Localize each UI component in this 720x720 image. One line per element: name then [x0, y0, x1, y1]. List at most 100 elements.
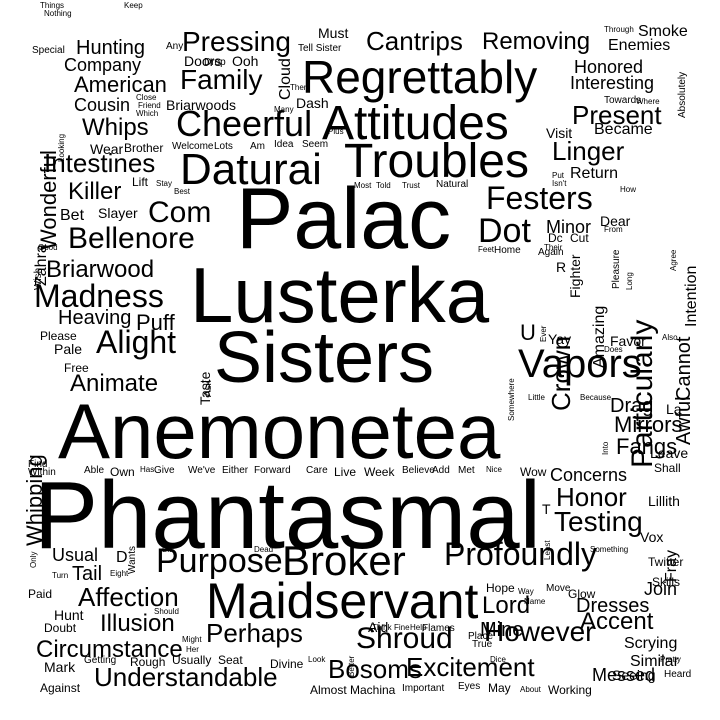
cloud-word: Accent	[580, 608, 654, 635]
cloud-word: Madness	[34, 278, 164, 314]
cloud-word: Cut	[570, 231, 589, 245]
cloud-word: Many	[274, 105, 294, 114]
cloud-word: Alight	[96, 324, 177, 360]
cloud-word: Mark	[44, 659, 76, 675]
cloud-word: Long	[625, 272, 634, 290]
cloud-word: Better	[347, 655, 356, 677]
cloud-word: Any	[166, 41, 184, 52]
cloud-word: Maidservant	[206, 573, 479, 629]
cloud-word: Sisters	[214, 318, 435, 398]
cloud-word: Does	[604, 345, 623, 354]
cloud-word: Special	[32, 45, 65, 56]
cloud-word: Lots	[214, 141, 233, 152]
cloud-word: Wear	[90, 141, 124, 157]
cloud-word: Think	[372, 623, 392, 632]
cloud-word: Drag	[610, 395, 654, 417]
cloud-word: Again	[538, 247, 564, 258]
cloud-word: Look	[308, 655, 326, 664]
cloud-word: Whips	[82, 114, 149, 141]
cloud-word: Usually	[172, 653, 212, 667]
cloud-word: Ask	[203, 380, 214, 397]
cloud-word: Free	[64, 361, 89, 375]
cloud-word: Cannot	[673, 336, 695, 402]
cloud-word: Dresses	[576, 595, 650, 617]
cloud-word: Friend	[138, 101, 161, 110]
cloud-word: Told	[376, 181, 391, 190]
cloud-word: Removing	[482, 28, 591, 55]
cloud-word: Eight	[110, 569, 129, 578]
cloud-word: Because	[580, 393, 612, 402]
cloud-word: Bosoms	[328, 654, 422, 684]
cloud-word: Machina	[350, 683, 396, 697]
cloud-word: Visit	[546, 125, 573, 141]
cloud-word: Briarwoods	[166, 97, 237, 113]
cloud-word: Close	[136, 93, 157, 102]
cloud-word: Cheerful	[176, 103, 313, 144]
cloud-word: Puff	[136, 310, 175, 335]
cloud-word: Killer	[68, 178, 122, 205]
cloud-word: However	[484, 616, 595, 647]
cloud-word: Aid	[368, 619, 389, 635]
cloud-word: Turn	[52, 571, 69, 580]
cloud-word: Messed	[592, 665, 656, 685]
cloud-word: Should	[154, 607, 179, 616]
cloud-word: Within	[28, 467, 56, 478]
cloud-word: Leave	[650, 445, 689, 461]
cloud-word: Met	[458, 465, 475, 476]
cloud-word: Brother	[124, 141, 164, 155]
cloud-word: Broker	[282, 537, 406, 584]
cloud-word: Divine	[270, 657, 304, 671]
cloud-word: Dead	[254, 545, 274, 554]
cloud-word: Join	[644, 579, 678, 599]
cloud-word: Seeing	[612, 667, 656, 683]
cloud-word: Best	[174, 187, 191, 196]
cloud-word: Cousin	[74, 95, 131, 115]
cloud-word: Wish	[33, 267, 44, 290]
cloud-word: Own	[110, 465, 135, 479]
cloud-word: Fighter	[567, 254, 583, 298]
cloud-word: Give	[154, 465, 175, 476]
cloud-word: Natural	[436, 179, 469, 190]
cloud-word: Animate	[70, 370, 159, 397]
cloud-word: Fine	[394, 623, 410, 632]
cloud-word: Absolutely	[677, 71, 688, 118]
cloud-word: Slayer	[98, 205, 138, 221]
cloud-word: Idea	[274, 139, 294, 150]
cloud-word: Enemies	[608, 37, 671, 54]
cloud-word: American	[74, 72, 167, 97]
cloud-word: Hunt	[54, 607, 84, 623]
cloud-word: Getting	[84, 655, 117, 666]
cloud-word: U	[520, 320, 536, 345]
cloud-word: Dice	[490, 655, 507, 664]
cloud-word: Seat	[218, 653, 243, 667]
cloud-word: Trust	[402, 181, 420, 190]
cloud-word: Lusterka	[190, 251, 490, 339]
cloud-word: Looking	[57, 133, 66, 162]
cloud-word: Through	[604, 25, 634, 34]
cloud-word: Understandable	[94, 662, 278, 692]
cloud-word: Daturai	[180, 145, 322, 194]
cloud-word: Something	[590, 545, 629, 554]
cloud-word: True	[472, 639, 493, 650]
cloud-word: Mirrors	[614, 412, 683, 437]
cloud-word: Pleasure	[611, 249, 622, 289]
cloud-word: Amazing	[591, 305, 608, 368]
cloud-word: Testing	[554, 506, 643, 537]
cloud-word: Rough	[130, 655, 166, 669]
cloud-word: Live	[334, 465, 357, 479]
cloud-word: Forward	[254, 465, 291, 476]
cloud-word: T	[542, 501, 551, 517]
cloud-word: Cloud	[277, 58, 294, 100]
cloud-word: Pale	[54, 341, 83, 357]
cloud-word: Regrettably	[302, 51, 538, 103]
cloud-word: Keep	[124, 1, 143, 10]
cloud-word: Good	[38, 243, 58, 252]
cloud-word: Wants	[127, 546, 138, 574]
cloud-word: Home	[494, 245, 521, 256]
cloud-word: Skills	[652, 575, 681, 589]
cloud-word: Phantasmal	[34, 462, 541, 569]
cloud-word: Which	[136, 109, 159, 118]
cloud-word: Her	[186, 645, 199, 654]
cloud-word: Lillith	[648, 493, 680, 509]
